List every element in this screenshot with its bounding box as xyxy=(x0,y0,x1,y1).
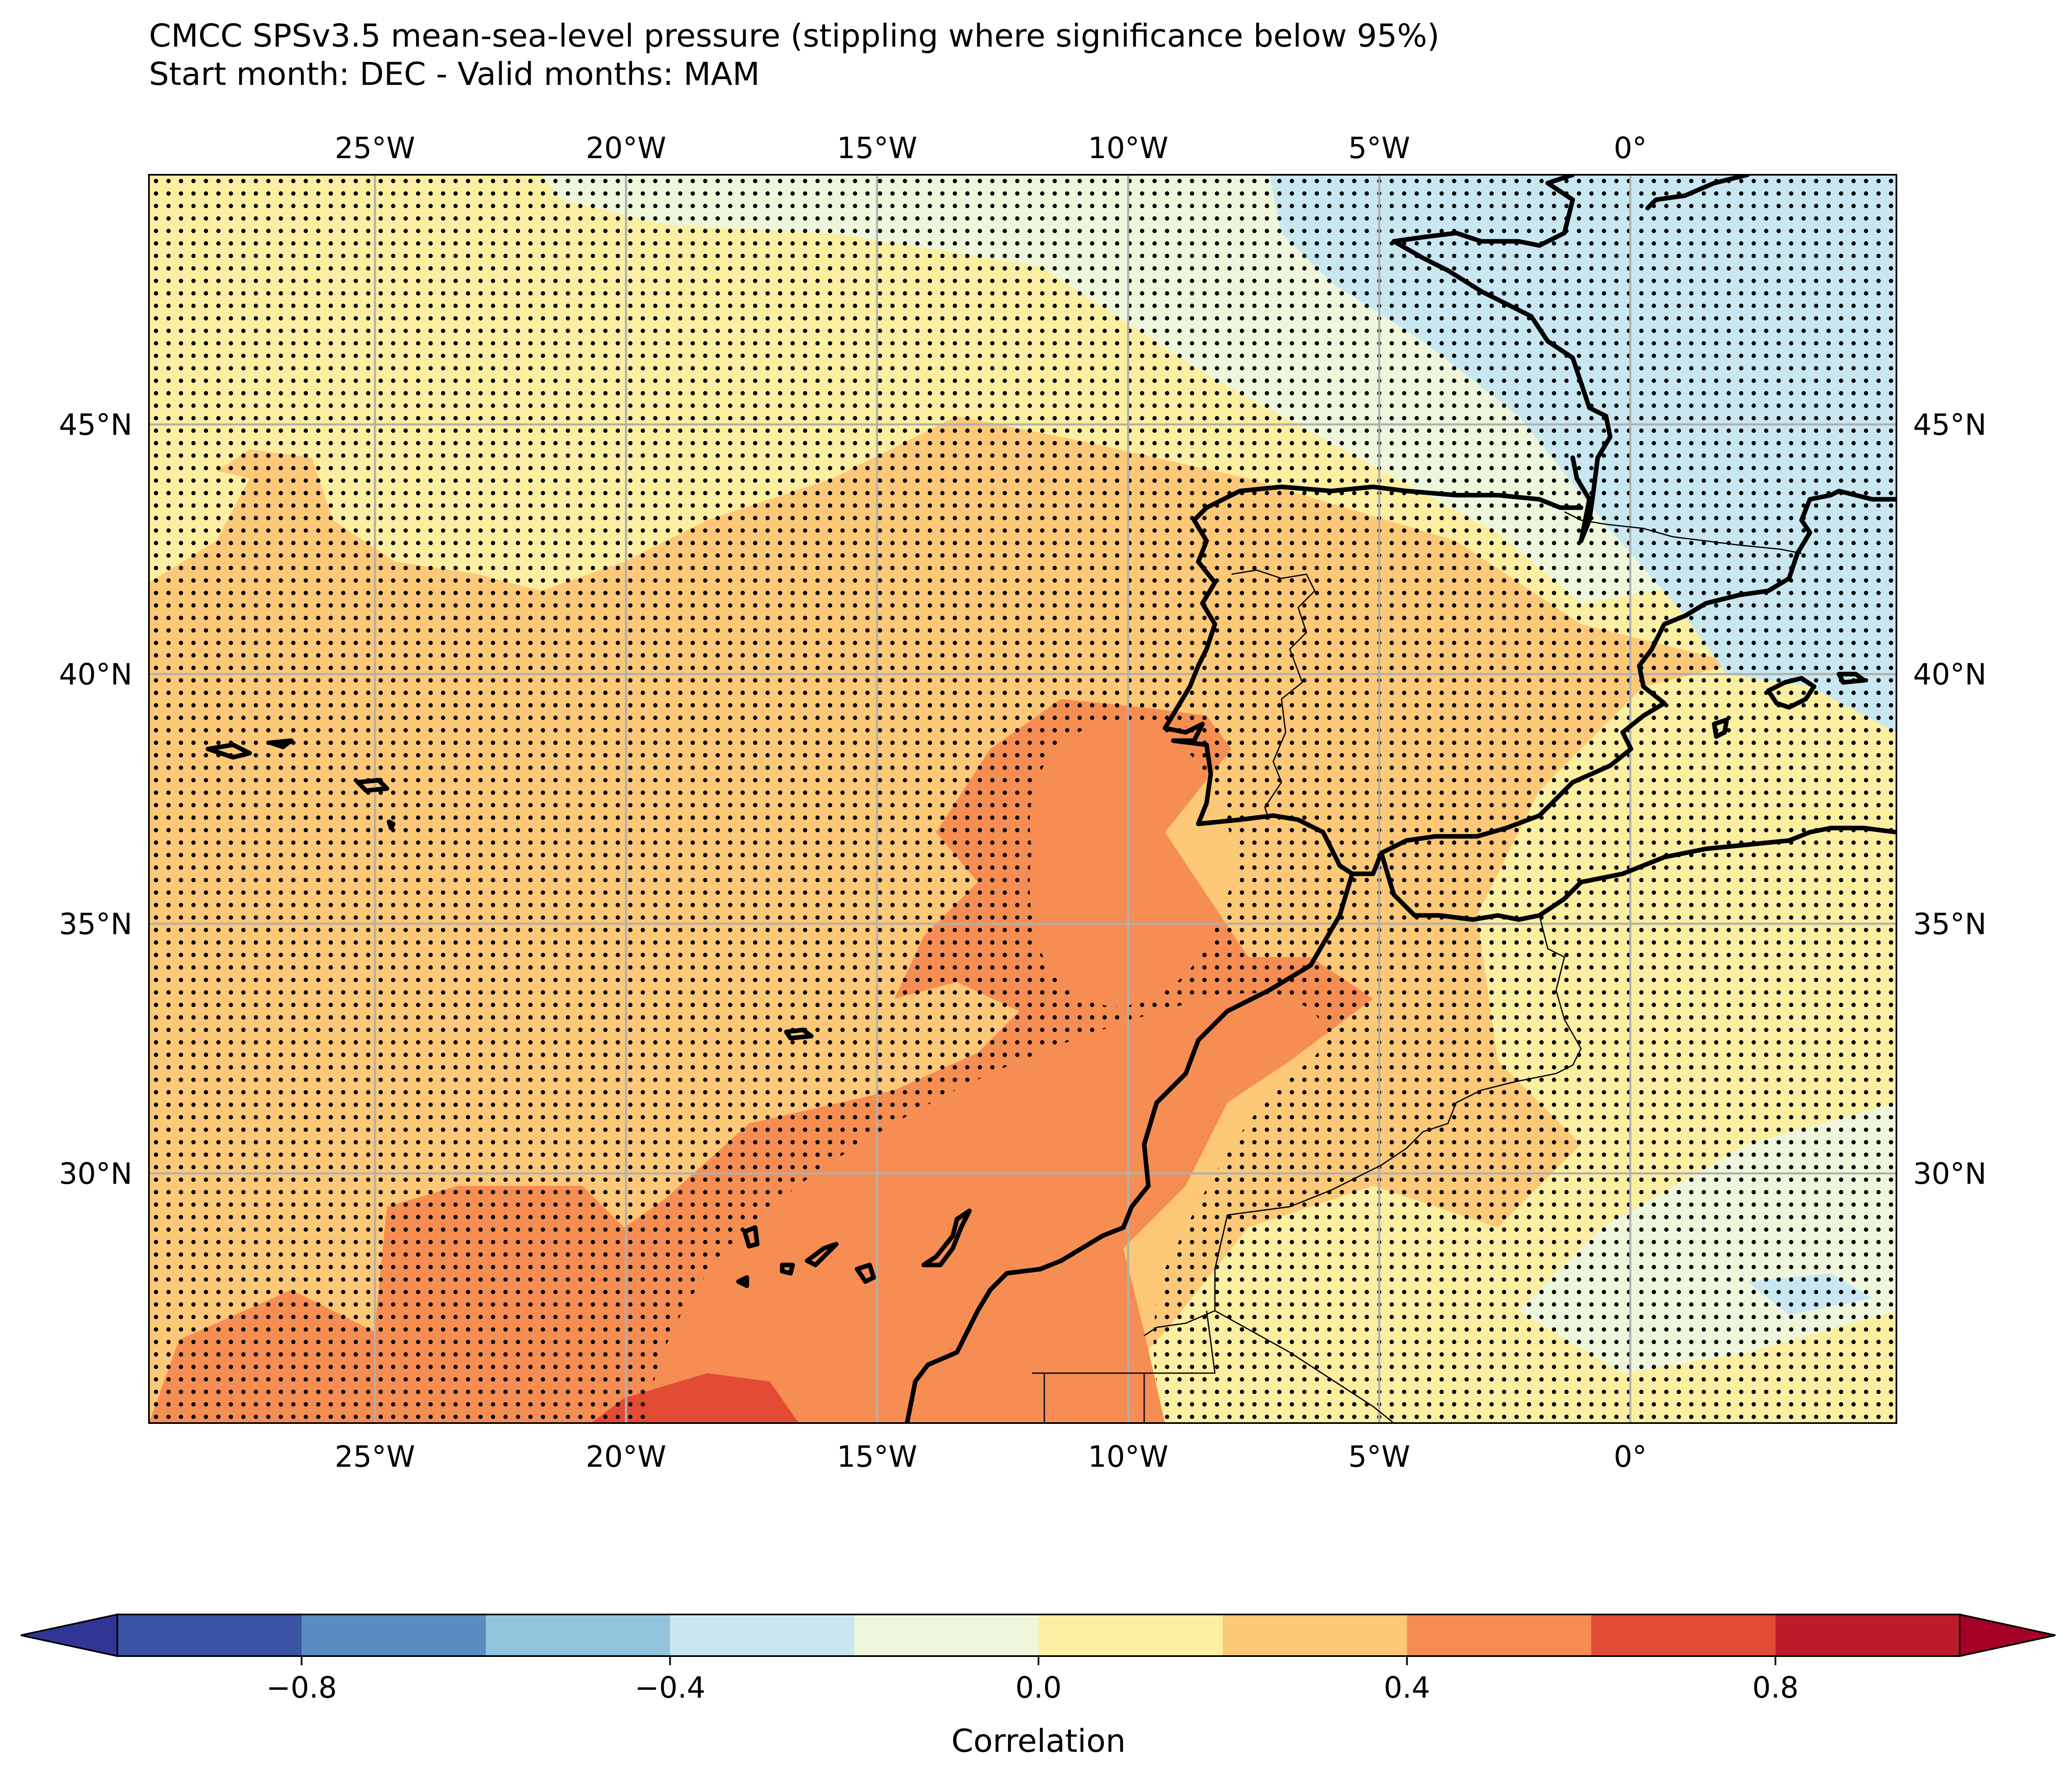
colorbar-segment xyxy=(1222,1614,1408,1656)
colorbar-extend-low xyxy=(20,1613,118,1657)
colorbar: −0.8 −0.4 0.0 0.4 0.8 xyxy=(20,1613,2056,1705)
border-western-sahara xyxy=(1143,1310,1216,1423)
colorbar-label: Correlation xyxy=(951,1722,1125,1759)
lon-tick-label-bottom: 25°W xyxy=(335,1440,415,1474)
lon-labels-top: 25°W 20°W 15°W 10°W 5°W 0° xyxy=(335,131,1647,165)
lat-labels-right: 30°N 35°N 40°N 45°N xyxy=(1913,408,1986,1191)
island-madeira xyxy=(784,1027,814,1041)
coast-france xyxy=(1391,175,1613,543)
border-mauritania xyxy=(1214,1310,1394,1423)
country-borders xyxy=(1032,511,1802,1423)
island-mallorca xyxy=(1766,676,1817,710)
lon-tick-label-top: 15°W xyxy=(837,131,917,165)
map-frame xyxy=(148,174,1897,1424)
border-spain-portugal xyxy=(1231,569,1316,820)
title-line-2: Start month: DEC - Valid months: MAM xyxy=(149,55,760,92)
coast-france-north xyxy=(1645,175,1750,211)
stippling xyxy=(149,175,1896,1423)
title-line-1: CMCC SPSv3.5 mean-sea-level pressure (st… xyxy=(149,17,1440,54)
coast-iberia-west xyxy=(1162,538,1384,876)
lat-tick-label-right: 30°N xyxy=(1913,1157,1986,1191)
border-france-spain xyxy=(1564,511,1802,554)
coastlines xyxy=(206,175,1896,1423)
lat-tick-label-right: 40°N xyxy=(1913,657,1986,692)
figure-title: CMCC SPSv3.5 mean-sea-level pressure (st… xyxy=(149,17,1440,93)
colorbar-segment xyxy=(670,1614,855,1656)
island-canary-5 xyxy=(855,1262,876,1284)
lon-tick-label-top: 20°W xyxy=(586,131,666,165)
island-canary-6 xyxy=(921,1208,972,1267)
colorbar-segment xyxy=(1775,1614,1960,1656)
colorbar-tick-label: −0.8 xyxy=(266,1671,337,1705)
colorbar-segment xyxy=(117,1614,302,1656)
lon-tick-label-top: 5°W xyxy=(1348,131,1410,165)
lon-tick-label-bottom: 5°W xyxy=(1348,1440,1410,1474)
lon-tick-label-top: 25°W xyxy=(335,131,415,165)
colorbar-tick-label: 0.4 xyxy=(1384,1671,1430,1705)
lon-tick-label-bottom: 20°W xyxy=(586,1440,666,1474)
lat-tick-label-left: 40°N xyxy=(59,657,132,692)
colorbar-tick-label: 0.8 xyxy=(1752,1671,1799,1705)
lon-tick-label-top: 10°W xyxy=(1088,131,1168,165)
island-canary-3 xyxy=(780,1262,795,1276)
lat-tick-label-right: 35°N xyxy=(1913,907,1986,941)
lon-tick-label-bottom: 0° xyxy=(1614,1440,1647,1474)
island-azores-4 xyxy=(387,819,396,831)
island-canary-4 xyxy=(805,1242,839,1267)
island-azores-1 xyxy=(206,742,252,760)
lon-tick-label-bottom: 15°W xyxy=(837,1440,917,1474)
island-azores-3 xyxy=(355,778,389,793)
colorbar-segment xyxy=(1038,1614,1223,1656)
map-area[interactable] xyxy=(149,175,1896,1423)
coast-africa xyxy=(905,871,1355,1423)
gridlines xyxy=(149,175,1896,1423)
colorbar-segment xyxy=(854,1614,1039,1656)
colorbar-segment xyxy=(301,1614,486,1656)
colorbar-segment xyxy=(486,1614,671,1656)
lon-tick-label-bottom: 10°W xyxy=(1088,1440,1168,1474)
coast-iberia-med xyxy=(1379,489,1896,856)
island-ibiza xyxy=(1712,717,1729,739)
colorbar-extend-high xyxy=(1959,1613,2056,1657)
island-azores-2 xyxy=(268,738,294,749)
lat-labels-left: 30°N 35°N 40°N 45°N xyxy=(59,408,132,1191)
lat-tick-label-left: 45°N xyxy=(59,408,132,442)
lat-tick-label-right: 45°N xyxy=(1913,408,1986,442)
lon-labels-bottom: 25°W 20°W 15°W 10°W 5°W 0° xyxy=(335,1440,1647,1474)
lon-tick-label-top: 0° xyxy=(1614,131,1647,165)
island-canary-1 xyxy=(742,1225,760,1249)
colorbar-segment xyxy=(1407,1614,1592,1656)
colorbar-segment xyxy=(1591,1614,1776,1656)
coast-iberia-north xyxy=(1192,455,1592,543)
coast-maghreb xyxy=(1379,826,1896,922)
island-canary-2 xyxy=(736,1275,749,1288)
border-morocco-algeria xyxy=(1144,915,1582,1337)
colorbar-tick-label: −0.4 xyxy=(634,1671,705,1705)
lat-tick-label-left: 35°N xyxy=(59,907,132,941)
island-menorca xyxy=(1837,672,1866,685)
colorbar-tick-label: 0.0 xyxy=(1015,1671,1061,1705)
lat-tick-label-left: 30°N xyxy=(59,1157,132,1191)
